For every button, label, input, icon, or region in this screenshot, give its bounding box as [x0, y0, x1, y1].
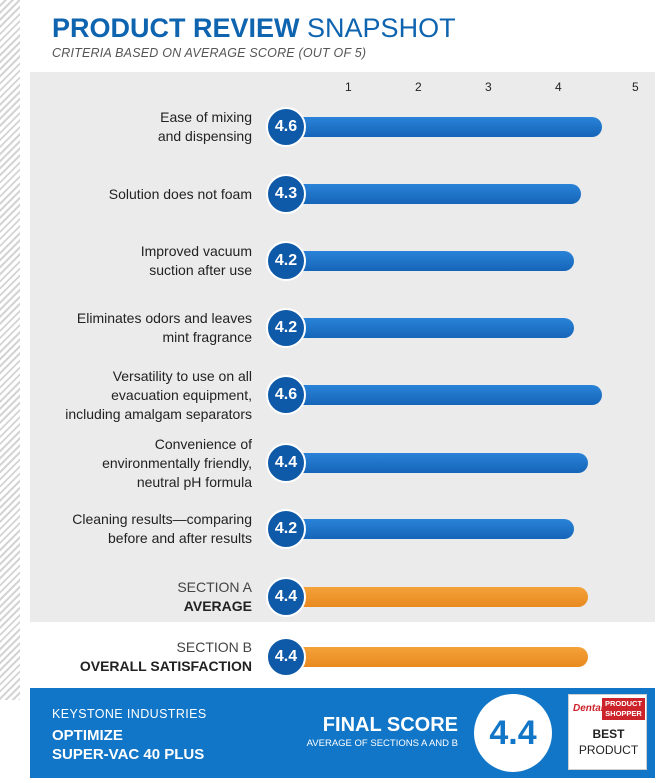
criterion-label: Convenience of environmentally friendly, n…: [12, 435, 252, 492]
product-name: OPTIMIZE SUPER-VAC 40 PLUS: [52, 726, 272, 764]
award-box: PRODUCT SHOPPER: [602, 698, 645, 720]
criterion-label-line: Versatility to use on all: [112, 367, 252, 384]
subtitle: CRITERIA BASED ON AVERAGE SCORE (OUT OF …: [52, 46, 367, 60]
x-tick-2: 2: [415, 80, 422, 94]
criterion-label-line: Eliminates odors and leaves: [76, 310, 252, 326]
criterion-label: Cleaning results—comparing before and aft…: [12, 510, 252, 548]
criterion-label-line: SECTION A: [177, 579, 252, 595]
final-score-label: FINAL SCORE: [322, 714, 458, 736]
criterion-label-line: before and after results: [108, 530, 252, 546]
criterion-label-bold: AVERAGE: [183, 598, 252, 614]
decorative-stripe: [0, 0, 20, 700]
criterion-label: SECTION A AVERAGE: [12, 578, 252, 616]
award-product: PRODUCT: [578, 743, 639, 757]
criterion-label: Ease of mixing and dispensing: [12, 108, 252, 146]
criterion-label: Eliminates odors and leaves mint fragranc…: [12, 309, 252, 347]
score-bar: [278, 647, 588, 667]
company-name: KEYSTONE INDUSTRIES: [52, 707, 207, 721]
score-badge: 4.4: [266, 443, 306, 483]
score-bar: [278, 117, 602, 137]
criterion-label-line: Cleaning results—comparing: [72, 511, 252, 527]
x-tick-1: 1: [345, 80, 352, 94]
x-tick-3: 3: [485, 80, 492, 94]
criterion-label: Improved vacuum suction after use: [12, 242, 252, 280]
score-bar: [278, 587, 588, 607]
final-score-footer: KEYSTONE INDUSTRIES OPTIMIZE SUPER-VAC 4…: [30, 688, 655, 778]
score-badge: 4.4: [266, 637, 306, 677]
score-bar: [278, 184, 581, 204]
criterion-label: Versatility to use on all evacuation equi…: [12, 367, 252, 424]
criterion-label-line: mint fragrance: [162, 329, 252, 345]
score-badge: 4.2: [266, 308, 306, 348]
award-box-line2: SHOPPER: [605, 709, 642, 718]
criterion-label-line: Solution does not foam: [108, 185, 252, 202]
criterion-label-line: and dispensing: [157, 128, 252, 144]
score-bar: [278, 519, 574, 539]
criterion-label-line: environmentally friendly,: [102, 454, 252, 471]
score-bar: [278, 453, 588, 473]
criterion-label: SECTION B OVERALL SATISFACTION: [12, 638, 252, 676]
page-title: PRODUCT REVIEW SNAPSHOT: [52, 12, 456, 44]
criterion-label: Solution does not foam: [12, 185, 252, 204]
award-logo: Dental PRODUCT SHOPPER: [573, 698, 645, 720]
score-bar: [278, 385, 602, 405]
title-bold: PRODUCT REVIEW: [52, 13, 300, 43]
score-badge: 4.4: [266, 577, 306, 617]
score-badge: 4.6: [266, 375, 306, 415]
criterion-label-line: suction after use: [149, 262, 252, 278]
criterion-label-line: including amalgam separators: [65, 405, 252, 422]
criterion-label-line: Improved vacuum: [140, 243, 252, 259]
award-box-line1: PRODUCT: [604, 699, 643, 708]
score-badge: 4.2: [266, 241, 306, 281]
criterion-label-line: neutral pH formula: [136, 473, 252, 490]
criterion-label-line: SECTION B: [176, 639, 252, 655]
title-light: SNAPSHOT: [307, 13, 456, 43]
award-best: BEST: [592, 727, 625, 741]
product-name-line2: SUPER-VAC 40 PLUS: [52, 746, 205, 763]
score-bar: [278, 318, 574, 338]
x-tick-5: 5: [632, 80, 639, 94]
award-brand: Dental: [573, 703, 604, 714]
criterion-label-bold: OVERALL SATISFACTION: [79, 658, 252, 674]
criterion-label-line: Ease of mixing: [160, 109, 252, 125]
final-score-subtitle: AVERAGE OF SECTIONS A AND B: [306, 738, 458, 749]
score-bar: [278, 251, 574, 271]
product-name-line1: OPTIMIZE: [52, 727, 123, 744]
x-tick-4: 4: [555, 80, 562, 94]
score-badge: 4.2: [266, 509, 306, 549]
criterion-label-line: evacuation equipment,: [111, 386, 252, 403]
criterion-label-line: Convenience of: [154, 435, 252, 452]
final-score-value: 4.4: [474, 694, 552, 772]
score-badge: 4.6: [266, 107, 306, 147]
best-product-award: Dental PRODUCT SHOPPER BEST PRODUCT: [568, 694, 647, 770]
score-badge: 4.3: [266, 174, 306, 214]
